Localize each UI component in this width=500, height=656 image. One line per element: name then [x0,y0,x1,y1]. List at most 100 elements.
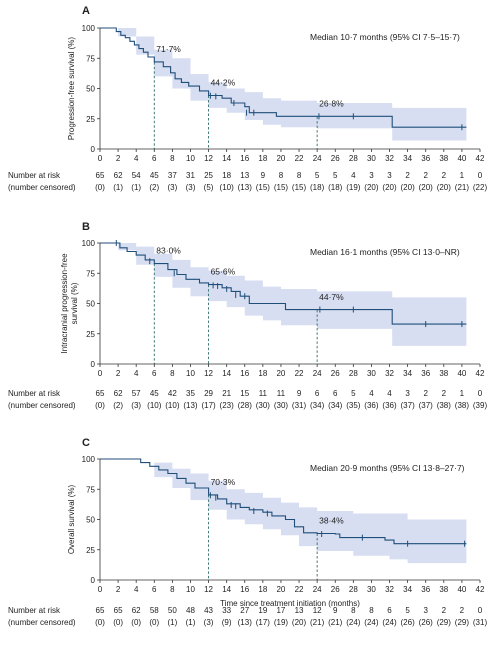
censored-value: (13) [183,401,198,410]
at-risk-heading: Number at risk [8,389,61,398]
at-risk-heading: Number at risk [8,171,61,180]
at-risk-value: 57 [132,389,141,398]
censored-value: (15) [292,183,307,192]
at-risk-value: 2 [442,606,447,615]
y-axis-label: Progression-free survival (%) [67,37,76,140]
x-tick-label: 38 [439,369,448,378]
landmark-label: 70·3% [211,477,236,487]
censored-value: (37) [419,401,434,410]
x-tick-label: 40 [457,369,466,378]
at-risk-value: 37 [168,171,177,180]
censored-value: (35) [346,401,361,410]
y-tick-label: 75 [86,269,95,278]
censored-value: (0) [95,183,105,192]
x-tick-label: 18 [258,369,267,378]
censored-value: (5) [204,183,214,192]
at-risk-value: 62 [114,171,123,180]
at-risk-value: 45 [150,389,159,398]
x-tick-label: 6 [152,369,157,378]
censored-value: (18) [310,183,325,192]
x-tick-label: 18 [258,154,267,163]
x-tick-label: 4 [134,369,139,378]
censored-value: (24) [346,618,361,627]
y-tick-label: 50 [86,85,95,94]
censored-value: (20) [437,183,452,192]
at-risk-value: 35 [186,389,195,398]
at-risk-value: 17 [276,606,285,615]
censored-heading: (number censored) [8,618,76,627]
at-risk-value: 25 [204,171,213,180]
at-risk-value: 8 [369,606,374,615]
censored-heading: (number censored) [8,183,76,192]
x-tick-label: 12 [204,154,213,163]
x-tick-label: 14 [222,369,231,378]
x-tick-label: 30 [367,154,376,163]
at-risk-value: 2 [423,389,428,398]
at-risk-value: 42 [168,389,177,398]
x-tick-label: 14 [222,585,231,594]
censored-value: (30) [274,401,289,410]
censored-value: (37) [401,401,416,410]
at-risk-value: 3 [369,171,374,180]
at-risk-value: 9 [333,606,338,615]
x-tick-label: 20 [276,585,285,594]
landmark-label: 83·0% [156,246,181,256]
at-risk-value: 2 [405,171,410,180]
censored-value: (34) [310,401,325,410]
x-tick-label: 42 [476,585,485,594]
at-risk-value: 0 [478,389,483,398]
censored-value: (36) [364,401,379,410]
x-tick-label: 18 [258,585,267,594]
y-tick-label: 0 [91,145,96,154]
x-tick-label: 6 [152,585,157,594]
y-tick-label: 25 [86,115,95,124]
censored-value: (0) [131,618,141,627]
x-tick-label: 22 [295,154,304,163]
y-tick-label: 100 [82,24,96,33]
at-risk-value: 54 [132,171,141,180]
x-tick-label: 6 [152,154,157,163]
x-tick-label: 8 [170,369,175,378]
x-tick-label: 36 [421,154,430,163]
censored-value: (31) [473,618,488,627]
x-tick-label: 16 [240,154,249,163]
x-tick-label: 30 [367,585,376,594]
x-tick-label: 10 [186,369,195,378]
at-risk-value: 62 [114,389,123,398]
at-risk-value: 18 [222,171,231,180]
censored-value: (28) [238,401,253,410]
median-label: Median 20·9 months (95% CI 13·8–27·7) [310,463,465,473]
censored-value: (3) [131,401,141,410]
censored-value: (1) [186,618,196,627]
censored-value: (2) [113,401,123,410]
censored-value: (20) [292,618,307,627]
at-risk-value: 6 [333,389,338,398]
at-risk-value: 12 [313,606,322,615]
x-tick-label: 38 [439,154,448,163]
censored-heading: (number censored) [8,401,76,410]
at-risk-value: 2 [442,389,447,398]
y-tick-label: 100 [82,239,96,248]
ci-band [100,28,467,141]
x-tick-label: 0 [98,585,103,594]
censored-value: (9) [222,618,232,627]
at-risk-value: 15 [240,389,249,398]
at-risk-value: 33 [222,606,231,615]
x-tick-label: 38 [439,585,448,594]
censored-value: (10) [147,401,162,410]
at-risk-value: 65 [96,171,105,180]
censored-value: (0) [113,618,123,627]
censored-value: (29) [437,618,452,627]
at-risk-value: 4 [387,389,392,398]
at-risk-value: 62 [132,606,141,615]
at-risk-value: 19 [258,606,267,615]
censored-value: (30) [256,401,271,410]
x-tick-label: 24 [313,585,322,594]
ci-band [100,459,467,564]
at-risk-value: 1 [460,171,465,180]
km-curve [100,458,467,545]
censored-value: (29) [455,618,470,627]
at-risk-value: 48 [186,606,195,615]
censored-value: (31) [292,401,307,410]
